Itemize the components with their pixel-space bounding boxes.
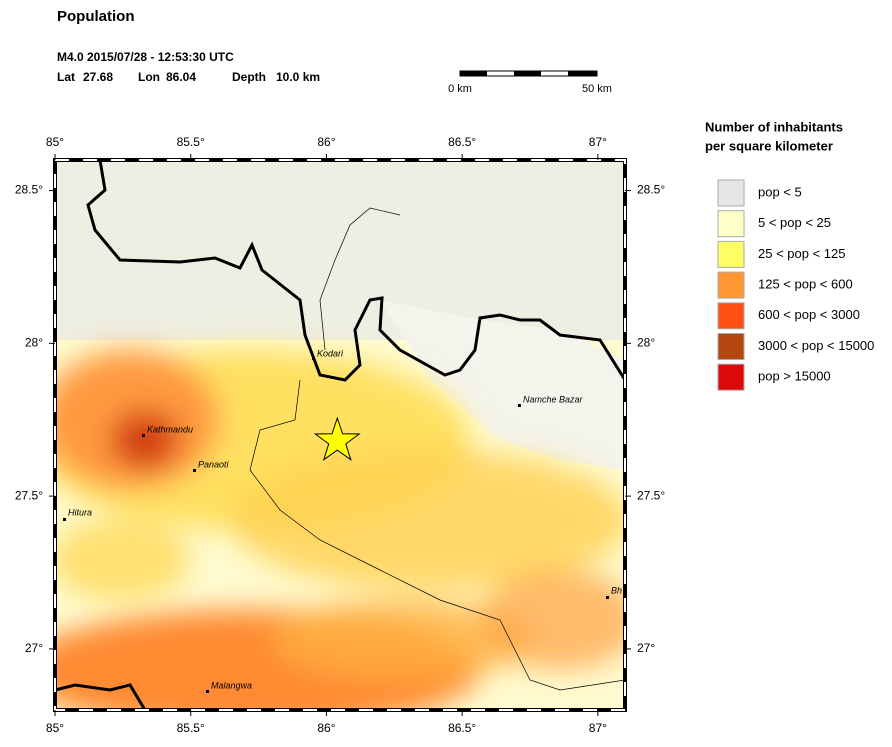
lat-value: 27.68 <box>83 70 113 84</box>
legend-label: 3000 < pop < 15000 <box>758 338 874 353</box>
x-tick-label: 85.5° <box>177 135 205 149</box>
legend-label: 25 < pop < 125 <box>758 246 845 261</box>
x-tick-label: 86° <box>317 721 335 735</box>
event-line: M4.0 2015/07/28 - 12:53:30 UTC <box>57 50 234 64</box>
y-tick-label: 28.5° <box>15 183 43 197</box>
legend-swatch <box>717 302 745 330</box>
city-label: Panaoti <box>198 459 230 469</box>
legend-label: 125 < pop < 600 <box>758 277 853 292</box>
city-label: Kodari <box>317 348 344 358</box>
legend-swatch <box>717 333 745 360</box>
population-raster <box>55 160 625 710</box>
borders <box>55 160 625 710</box>
map-overlay: 85° 85° 85.5° 85.5° 86° 86° 86.5° 86.5° 87° 87° 27… <box>15 135 666 735</box>
cities: Kodari Kathmandu Panaoti Hitura Namche B… <box>63 348 622 693</box>
depth-label: Depth <box>232 70 266 84</box>
lat-label: Lat <box>57 70 75 84</box>
epicenter <box>313 416 361 461</box>
lon-label: Lon <box>138 70 160 84</box>
x-tick-label: 85.5° <box>177 721 205 735</box>
scale-end: 50 km <box>582 83 612 95</box>
x-tick-label: 87° <box>589 721 607 735</box>
legend-title: Number of inhabitants <box>705 119 843 134</box>
scale-start: 0 km <box>448 83 472 95</box>
legend-swatch <box>717 363 745 391</box>
x-tick-label: 85° <box>46 135 64 149</box>
city-label: Bh <box>611 585 622 595</box>
legend-label: 5 < pop < 25 <box>758 215 831 230</box>
x-tick-label: 86° <box>317 135 335 149</box>
y-tick-label: 28.5° <box>637 183 665 197</box>
depth-value: 10.0 km <box>276 70 320 84</box>
legend: Number of inhabitants per square kilomet… <box>705 119 874 391</box>
legend-label: pop > 15000 <box>758 369 831 384</box>
legend-swatch <box>717 210 745 238</box>
city-label: Namche Bazar <box>523 394 584 404</box>
y-tick-label: 27.5° <box>637 488 665 502</box>
y-tick-label: 28° <box>637 336 655 350</box>
legend-swatch <box>717 240 745 268</box>
y-tick-label: 27° <box>637 641 655 655</box>
legend-swatch <box>717 271 745 299</box>
title: Population <box>57 8 135 25</box>
y-tick-label: 27° <box>25 641 43 655</box>
y-tick-label: 28° <box>25 336 43 350</box>
city-label: Malangwa <box>211 680 252 690</box>
legend-swatch <box>717 179 745 207</box>
scale-bar: 0 km 50 km <box>448 70 612 95</box>
x-tick-label: 87° <box>589 135 607 149</box>
y-tick-label: 27.5° <box>15 488 43 502</box>
city-label: Hitura <box>68 507 92 517</box>
lon-value: 86.04 <box>166 70 196 84</box>
legend-label: pop < 5 <box>758 184 802 199</box>
map-frame-dash <box>54 159 626 711</box>
city-label: Kathmandu <box>147 424 193 434</box>
x-tick-label: 86.5° <box>448 721 476 735</box>
legend-label: 600 < pop < 3000 <box>758 307 860 322</box>
x-tick-label: 86.5° <box>448 135 476 149</box>
legend-title: per square kilometer <box>705 138 833 153</box>
x-tick-label: 85° <box>46 721 64 735</box>
